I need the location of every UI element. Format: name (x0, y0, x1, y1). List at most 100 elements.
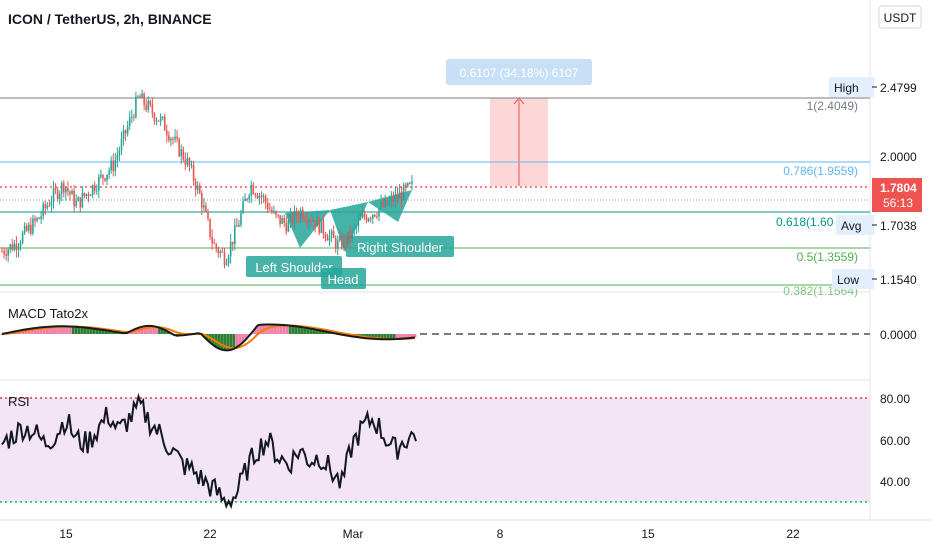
macd-bar (51, 326, 54, 334)
candle-body (122, 130, 125, 139)
macd-bar (410, 334, 414, 338)
macd-bar (0, 334, 4, 335)
candle-body (155, 120, 158, 122)
macd-bar (395, 334, 399, 339)
macd-bar (30, 328, 34, 334)
last-price-value: 1.7804 (880, 181, 917, 195)
x-tick-mar: Mar (343, 527, 364, 541)
macd-bar (291, 325, 295, 334)
macd-bar (226, 334, 230, 351)
macd-bar (164, 330, 167, 334)
macd-zero-tick: 0.0000 (880, 328, 917, 342)
macd-bar (80, 327, 84, 334)
macd-bar (273, 324, 277, 334)
candle-body (118, 150, 121, 156)
macd-bar (377, 334, 381, 340)
candle-body (42, 204, 44, 217)
macd-bar (256, 325, 259, 334)
last-price-countdown: 56:13 (883, 196, 913, 210)
macd-bar (392, 334, 396, 340)
candle-body (260, 195, 263, 198)
candle-body (58, 193, 61, 200)
candle-body (326, 237, 329, 241)
candle-body (394, 194, 397, 203)
x-tick-22b: 22 (786, 527, 800, 541)
candle-body (316, 216, 318, 227)
candle-body (229, 241, 232, 257)
candle-body (190, 165, 193, 167)
candle-body (75, 201, 77, 207)
candle-body (213, 243, 215, 245)
candle-body (248, 195, 250, 200)
candle-body (1, 251, 3, 253)
candle-body (176, 136, 178, 139)
macd-bar (229, 334, 233, 350)
candle-body (30, 224, 32, 234)
label-head: Head (327, 272, 358, 287)
candle-body (388, 200, 391, 205)
high-marker-label: High (834, 81, 859, 95)
candle-body (271, 209, 273, 213)
macd-bar (404, 334, 408, 339)
candle-body (133, 116, 135, 118)
label-left-shoulder-bg (246, 256, 342, 277)
candle-body (11, 244, 14, 251)
candle-body (170, 138, 172, 141)
candle-body (279, 215, 281, 224)
avg-marker-value: 1.7038 (880, 219, 917, 233)
candle-body (258, 195, 261, 199)
macd-bar (95, 329, 99, 334)
x-tick-15b: 15 (641, 527, 655, 541)
candle-body (98, 176, 100, 191)
candle-body (374, 214, 376, 217)
candle-body (345, 236, 347, 245)
macd-bar (83, 327, 87, 334)
macd-bar (366, 334, 369, 339)
candle-body (102, 174, 104, 179)
candle-body (411, 181, 413, 184)
candle-body (23, 225, 26, 234)
candle-body (67, 188, 69, 192)
candle-body (347, 231, 349, 245)
candle-body (130, 116, 133, 118)
macd-bar (369, 334, 372, 339)
candle-body (91, 185, 94, 196)
candle-body (145, 104, 147, 110)
candle-body (244, 198, 246, 202)
macd-bar (42, 327, 45, 334)
macd-bar (107, 330, 111, 334)
candle-body (3, 251, 5, 255)
candle-body (304, 219, 306, 221)
candle-body (314, 220, 316, 227)
candle-body (153, 113, 156, 121)
candle-body (166, 130, 168, 136)
macd-bar (374, 334, 378, 340)
macd-bar (309, 328, 313, 334)
candle-body (283, 217, 286, 223)
candle-body (205, 205, 207, 212)
low-marker-label: Low (837, 273, 859, 287)
currency-button-bg[interactable] (878, 5, 922, 29)
candle-body (246, 198, 248, 200)
candle-body (36, 217, 38, 221)
target-label-bg (446, 59, 592, 85)
macd-bar (244, 334, 248, 340)
macd-bar (104, 330, 108, 334)
candle-body (149, 101, 152, 105)
candle-body (273, 211, 275, 213)
currency-button[interactable]: USDT (884, 11, 917, 25)
candle-body (34, 218, 36, 221)
candle-body (361, 213, 364, 218)
macd-bar (217, 334, 221, 349)
macd-bar (48, 326, 51, 334)
macd-bar (303, 327, 307, 334)
chart-title: ICON / TetherUS, 2h, BINANCE (8, 11, 212, 27)
candle-body (256, 195, 259, 199)
macd-bar (220, 334, 224, 350)
candle-body (139, 96, 141, 99)
macd-bar (113, 331, 117, 334)
rsi-tick-40: 40.00 (880, 475, 910, 489)
macd-bar (155, 326, 158, 334)
candle-body (188, 158, 191, 166)
